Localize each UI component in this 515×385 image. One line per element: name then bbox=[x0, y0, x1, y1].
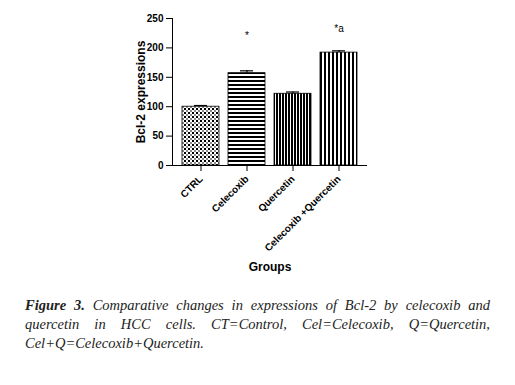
html-text:Figure 3. Comparative changes: Figure 3. Comparative changes in express… bbox=[25, 297, 490, 351]
svg-text:Bcl-2 expressions: Bcl-2 expressions bbox=[134, 40, 148, 143]
svg-text:100: 100 bbox=[147, 101, 164, 112]
svg-text:Groups: Groups bbox=[249, 260, 292, 274]
svg-text:0: 0 bbox=[158, 160, 164, 171]
svg-text:250: 250 bbox=[147, 13, 164, 24]
svg-text:50: 50 bbox=[152, 130, 164, 141]
svg-text:200: 200 bbox=[147, 42, 164, 53]
svg-text:Celecoxib +Quercetin: Celecoxib +Quercetin bbox=[262, 173, 342, 253]
svg-text:*: * bbox=[245, 30, 249, 41]
svg-text:Celecoxib: Celecoxib bbox=[209, 173, 250, 214]
svg-text:CTRL: CTRL bbox=[178, 173, 205, 200]
svg-text:150: 150 bbox=[147, 72, 164, 83]
svg-text:*a: *a bbox=[334, 23, 344, 34]
svg-text:Quercetin: Quercetin bbox=[256, 173, 297, 214]
